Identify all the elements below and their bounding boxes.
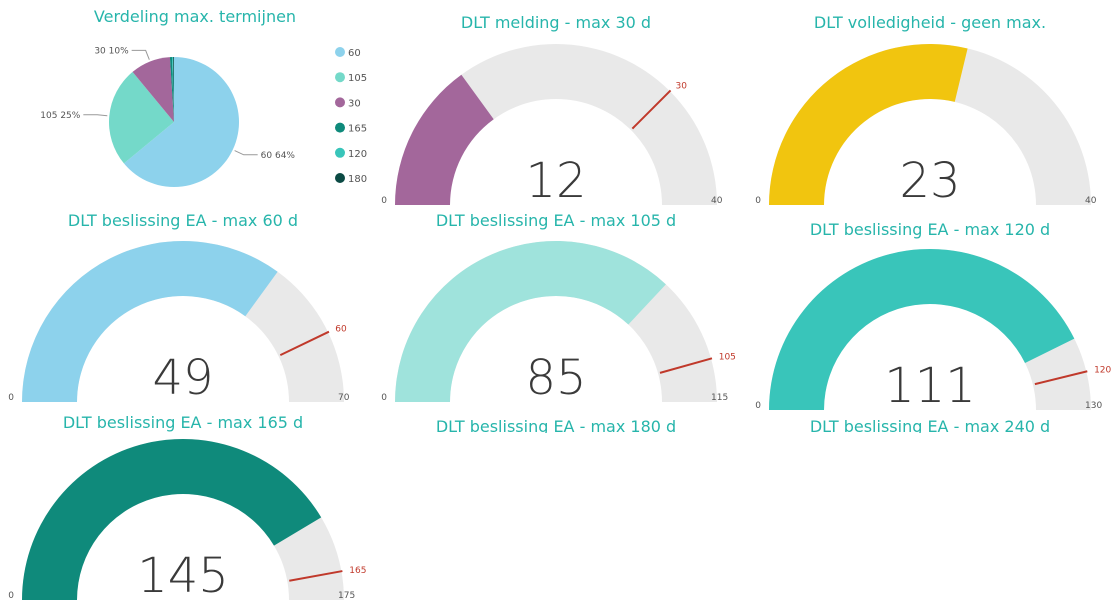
legend-label: 30 bbox=[348, 98, 361, 109]
gauge-number: 111 bbox=[884, 358, 976, 414]
pie-slice bbox=[109, 71, 174, 164]
target-label: 60 bbox=[335, 325, 347, 335]
data-label: 60 64% bbox=[261, 151, 296, 161]
gauge: DLT beslissing EA - max 105 d 105 85 0 115 bbox=[381, 211, 736, 406]
gauge-max: 115 bbox=[711, 393, 728, 403]
gauge: DLT melding - max 30 d 30 12 0 40 bbox=[381, 13, 722, 209]
legend-label: 60 bbox=[348, 48, 361, 59]
gauge-min: 0 bbox=[381, 393, 387, 403]
chart-title: Verdeling max. termijnen bbox=[94, 7, 296, 26]
gauge-number: 49 bbox=[152, 350, 213, 406]
gauge-min: 0 bbox=[8, 591, 14, 601]
gauge-max: 130 bbox=[1085, 401, 1102, 411]
pie-slice bbox=[132, 57, 174, 122]
gauge-value bbox=[395, 74, 494, 205]
gauge: DLT volledigheid - geen max. 23 0 40 bbox=[755, 13, 1096, 209]
chart-title: DLT beslissing EA - max 165 d bbox=[63, 413, 303, 432]
data-label: 105 25% bbox=[40, 111, 80, 121]
target-line bbox=[279, 330, 330, 357]
legend-swatch bbox=[335, 47, 345, 57]
gauge: DLT beslissing EA - max 120 d 120 111 0 130 bbox=[755, 220, 1111, 414]
leader-line bbox=[83, 114, 108, 117]
clip-cover bbox=[366, 433, 746, 453]
target-line bbox=[1034, 370, 1088, 386]
legend-label: 120 bbox=[348, 149, 367, 160]
gauge-min: 0 bbox=[755, 196, 761, 206]
gauge-value bbox=[22, 438, 322, 600]
gauge-max: 175 bbox=[338, 591, 355, 601]
chart-title: DLT beslissing EA - max 120 d bbox=[810, 220, 1050, 239]
target-line bbox=[631, 89, 672, 130]
gauge-track bbox=[395, 44, 717, 205]
gauge: DLT beslissing EA - max 60 d 60 49 0 70 bbox=[8, 211, 349, 406]
pie-slice bbox=[171, 57, 174, 123]
legend-swatch bbox=[335, 122, 345, 133]
target-label: 120 bbox=[1094, 366, 1111, 376]
gauge-min: 0 bbox=[381, 196, 387, 206]
legend-swatch bbox=[335, 97, 345, 108]
leader-line bbox=[131, 49, 150, 60]
pie-slice bbox=[169, 57, 174, 122]
gauge-min: 0 bbox=[8, 393, 14, 403]
chart-title: DLT melding - max 30 d bbox=[461, 13, 651, 32]
gauge-value bbox=[395, 241, 666, 402]
chart-title: DLT beslissing EA - max 60 d bbox=[68, 211, 298, 230]
gauge: DLT beslissing EA - max 165 d 165 145 0 175 bbox=[8, 413, 366, 604]
chart-title: DLT beslissing EA - max 180 d bbox=[436, 417, 676, 436]
target-label: 105 bbox=[719, 352, 736, 362]
target-label: 165 bbox=[349, 566, 366, 576]
gauge: DLT beslissing EA - max 180 d bbox=[436, 417, 676, 436]
pie-slice bbox=[173, 57, 174, 122]
clip-cover bbox=[740, 433, 1114, 453]
gauge: DLT beslissing EA - max 240 d bbox=[810, 417, 1050, 436]
gauge-value bbox=[769, 44, 968, 206]
legend-swatch bbox=[335, 173, 345, 183]
legend-label: 180 bbox=[348, 174, 367, 185]
gauge-number: 23 bbox=[899, 153, 960, 209]
legend-swatch bbox=[335, 72, 345, 83]
target-line bbox=[659, 357, 713, 374]
gauge-number: 12 bbox=[525, 153, 586, 209]
chart-title: DLT beslissing EA - max 105 d bbox=[436, 211, 676, 230]
gauge-max: 40 bbox=[711, 196, 723, 206]
pie-slice bbox=[123, 57, 240, 188]
target-label: 30 bbox=[676, 81, 688, 91]
legend-label: 105 bbox=[348, 73, 367, 84]
gauge-max: 70 bbox=[338, 393, 350, 403]
leader-line bbox=[234, 150, 258, 156]
chart-title: DLT beslissing EA - max 240 d bbox=[810, 417, 1050, 436]
target-line bbox=[289, 570, 343, 582]
gauge-number: 85 bbox=[525, 350, 586, 406]
legend-label: 165 bbox=[348, 124, 367, 135]
data-label: 30 10% bbox=[94, 46, 129, 56]
legend-swatch bbox=[335, 147, 345, 158]
chart-title: DLT volledigheid - geen max. bbox=[814, 13, 1046, 32]
gauge-max: 40 bbox=[1085, 196, 1097, 206]
gauge-value bbox=[769, 249, 1075, 410]
gauge-value bbox=[22, 240, 278, 402]
gauge-min: 0 bbox=[755, 401, 761, 411]
gauge-number: 145 bbox=[137, 548, 229, 604]
